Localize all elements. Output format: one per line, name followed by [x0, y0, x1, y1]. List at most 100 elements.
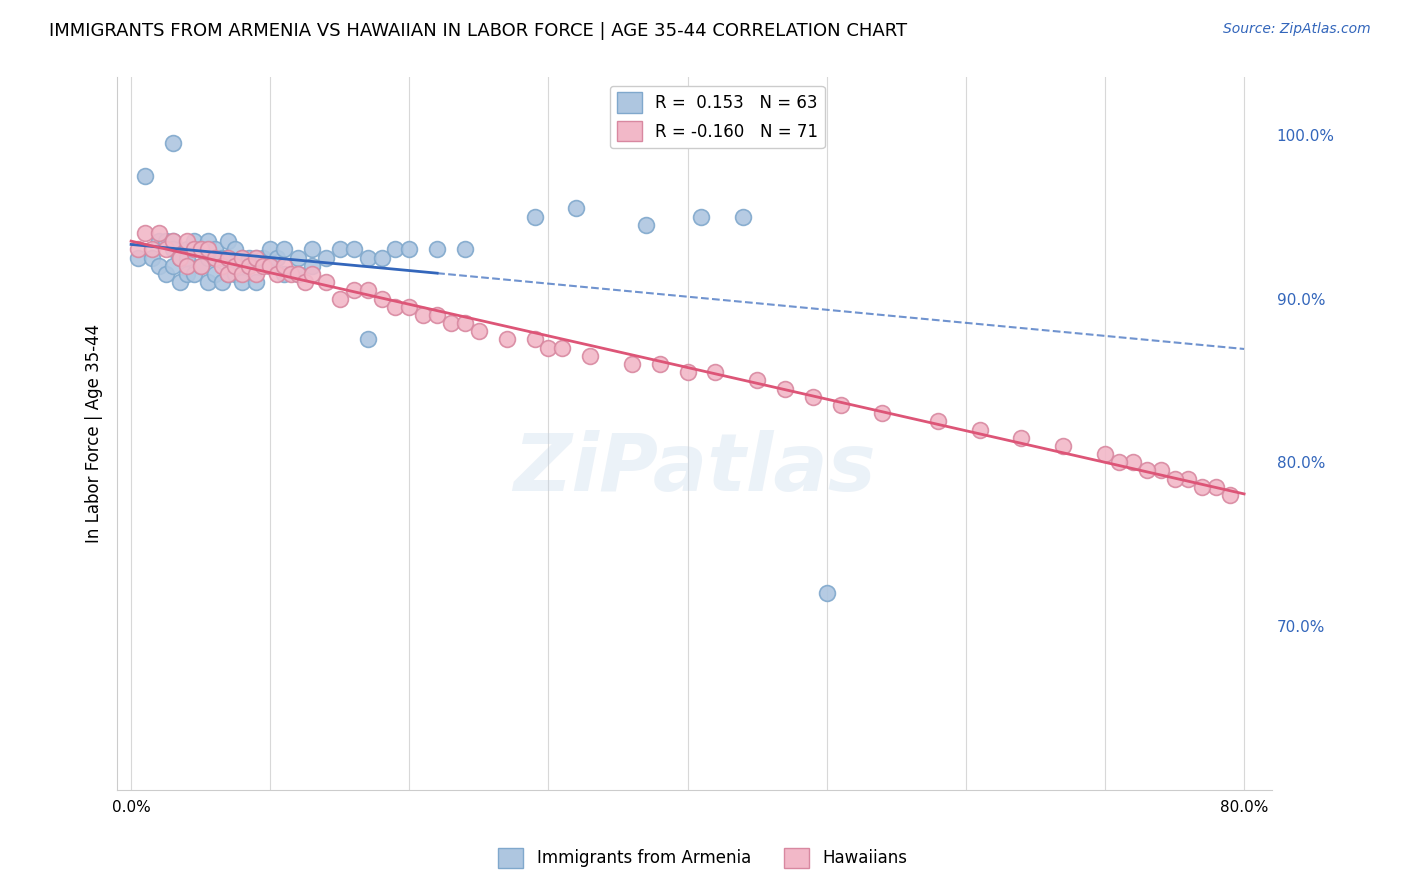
Point	[266, 267, 288, 281]
Point	[1136, 463, 1159, 477]
Point	[454, 243, 477, 257]
Point	[704, 365, 727, 379]
Point	[329, 243, 352, 257]
Point	[801, 390, 824, 404]
Point	[218, 234, 240, 248]
Point	[440, 316, 463, 330]
Point	[551, 341, 574, 355]
Point	[301, 243, 323, 257]
Point	[211, 275, 233, 289]
Point	[245, 267, 267, 281]
Point	[830, 398, 852, 412]
Point	[252, 259, 274, 273]
Point	[294, 275, 316, 289]
Point	[259, 259, 281, 273]
Point	[204, 251, 226, 265]
Point	[356, 251, 378, 265]
Point	[634, 218, 657, 232]
Point	[815, 586, 838, 600]
Point	[259, 259, 281, 273]
Point	[370, 292, 392, 306]
Point	[127, 243, 149, 257]
Point	[169, 275, 191, 289]
Point	[301, 267, 323, 281]
Point	[183, 234, 205, 248]
Point	[190, 243, 212, 257]
Point	[315, 251, 337, 265]
Point	[733, 210, 755, 224]
Point	[252, 251, 274, 265]
Point	[620, 357, 643, 371]
Point	[1163, 472, 1185, 486]
Point	[927, 414, 949, 428]
Point	[148, 234, 170, 248]
Point	[287, 251, 309, 265]
Point	[176, 267, 198, 281]
Point	[190, 259, 212, 273]
Point	[245, 275, 267, 289]
Point	[127, 251, 149, 265]
Text: Source: ZipAtlas.com: Source: ZipAtlas.com	[1223, 22, 1371, 37]
Point	[224, 267, 246, 281]
Point	[1177, 472, 1199, 486]
Point	[218, 267, 240, 281]
Point	[231, 251, 253, 265]
Point	[287, 267, 309, 281]
Point	[523, 210, 546, 224]
Point	[176, 234, 198, 248]
Point	[141, 243, 163, 257]
Point	[356, 333, 378, 347]
Point	[245, 251, 267, 265]
Point	[197, 251, 219, 265]
Point	[155, 234, 177, 248]
Point	[169, 251, 191, 265]
Point	[426, 308, 449, 322]
Point	[176, 243, 198, 257]
Point	[197, 234, 219, 248]
Point	[1108, 455, 1130, 469]
Point	[273, 259, 295, 273]
Point	[218, 267, 240, 281]
Point	[162, 234, 184, 248]
Point	[1122, 455, 1144, 469]
Text: ZiPatlas: ZiPatlas	[513, 430, 876, 508]
Point	[162, 136, 184, 150]
Point	[197, 275, 219, 289]
Point	[398, 300, 420, 314]
Point	[523, 333, 546, 347]
Point	[176, 259, 198, 273]
Point	[1205, 480, 1227, 494]
Point	[231, 251, 253, 265]
Point	[238, 259, 260, 273]
Point	[398, 243, 420, 257]
Point	[1191, 480, 1213, 494]
Point	[412, 308, 434, 322]
Point	[211, 251, 233, 265]
Point	[176, 251, 198, 265]
Point	[162, 243, 184, 257]
Point	[565, 202, 588, 216]
Point	[183, 267, 205, 281]
Point	[579, 349, 602, 363]
Point	[343, 243, 366, 257]
Point	[676, 365, 699, 379]
Point	[1011, 431, 1033, 445]
Point	[648, 357, 671, 371]
Point	[211, 259, 233, 273]
Point	[224, 243, 246, 257]
Point	[190, 243, 212, 257]
Point	[1052, 439, 1074, 453]
Point	[245, 251, 267, 265]
Point	[370, 251, 392, 265]
Point	[155, 267, 177, 281]
Point	[190, 259, 212, 273]
Point	[969, 423, 991, 437]
Point	[773, 382, 796, 396]
Text: IMMIGRANTS FROM ARMENIA VS HAWAIIAN IN LABOR FORCE | AGE 35-44 CORRELATION CHART: IMMIGRANTS FROM ARMENIA VS HAWAIIAN IN L…	[49, 22, 907, 40]
Point	[204, 243, 226, 257]
Point	[218, 251, 240, 265]
Point	[1149, 463, 1171, 477]
Point	[1219, 488, 1241, 502]
Point	[343, 283, 366, 297]
Point	[384, 243, 406, 257]
